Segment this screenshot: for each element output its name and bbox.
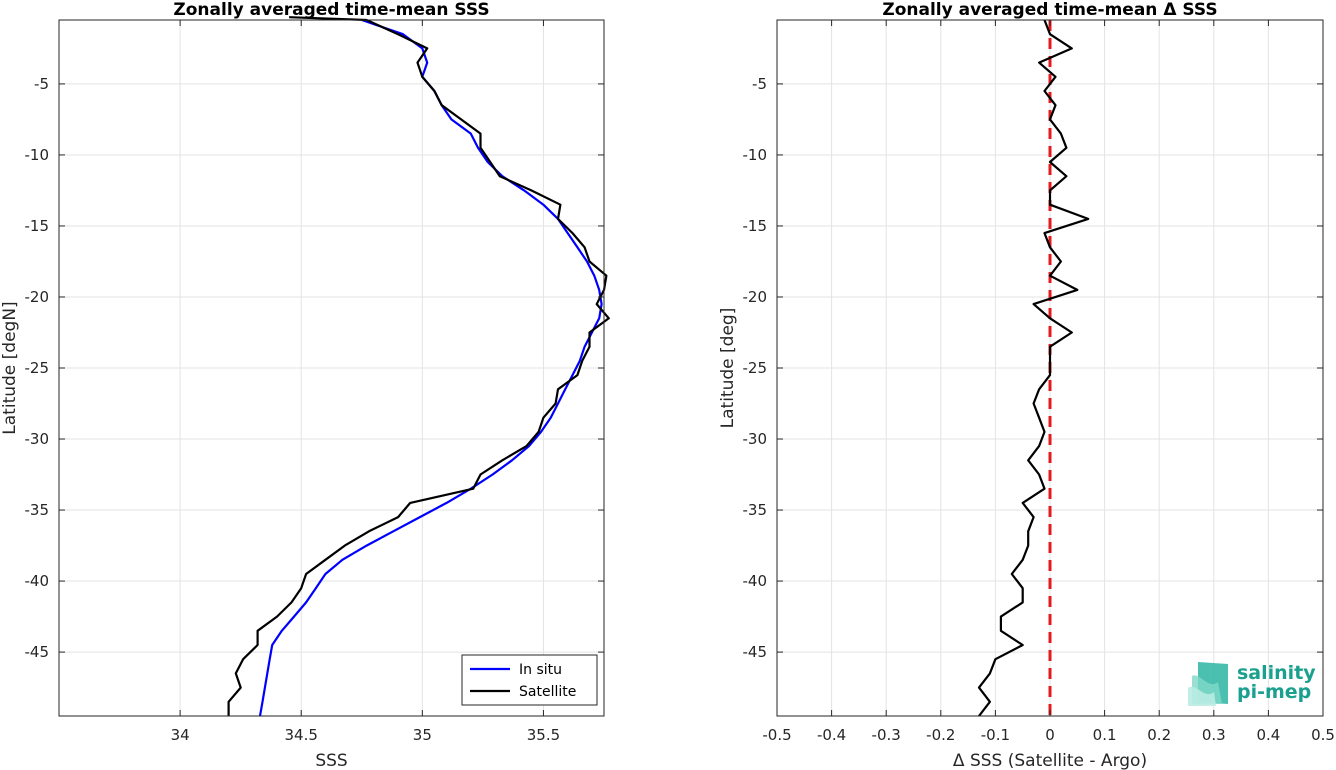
dsss-x-tick-label: -0.3 bbox=[872, 726, 901, 744]
sss-x-tick-label: 34.5 bbox=[285, 726, 318, 744]
sss-y-axis-label: Latitude [degN] bbox=[0, 301, 20, 434]
dsss-x-axis-label: Δ SSS (Satellite - Argo) bbox=[953, 751, 1147, 770]
dsss-y-axis-label: Latitude [deg] bbox=[718, 308, 738, 429]
sss-y-tick-label: -40 bbox=[25, 572, 50, 590]
sss-series-in-situ-line bbox=[258, 18, 603, 717]
dsss-y-tick-label: -30 bbox=[743, 430, 768, 448]
dsss-y-tick-label: -20 bbox=[743, 288, 768, 306]
sss-y-tick-label: -5 bbox=[34, 75, 49, 93]
dsss-y-tick-label: -40 bbox=[743, 572, 768, 590]
sss-chart-title: Zonally averaged time-mean SSS bbox=[173, 0, 489, 20]
delta-sss-panel: -0.5 -0.4 -0.3 -0.2 -0.1 0 0.1 0.2 0.3 0.4 0.5 -5 -1… bbox=[718, 0, 1335, 770]
sss-x-tick-label: 34 bbox=[171, 726, 190, 744]
sss-legend-label: Satellite bbox=[519, 684, 576, 700]
sss-y-tick-label: -35 bbox=[25, 501, 50, 519]
sss-y-tick-label: -45 bbox=[25, 643, 50, 661]
logo-waves-icon bbox=[1188, 662, 1228, 706]
dsss-x-tick-label: 0.1 bbox=[1093, 726, 1117, 744]
dsss-chart-title: Zonally averaged time-mean Δ SSS bbox=[882, 0, 1217, 20]
salinity-pi-mep-logo: salinity pi-mep bbox=[1188, 662, 1316, 706]
dsss-x-tick-label: -0.5 bbox=[762, 726, 791, 744]
dsss-x-tick-label: 0.3 bbox=[1202, 726, 1226, 744]
dsss-series-delta-line bbox=[977, 19, 1090, 717]
dsss-x-tick-label: -0.1 bbox=[981, 726, 1010, 744]
dsss-x-tick-label: -0.2 bbox=[926, 726, 955, 744]
sss-y-tick-label: -30 bbox=[25, 430, 50, 448]
dsss-y-tick-label: -45 bbox=[743, 643, 768, 661]
logo-line2: pi-mep bbox=[1237, 681, 1311, 703]
dsss-x-tick-label: -0.4 bbox=[817, 726, 846, 744]
sss-y-tick-label: -15 bbox=[25, 217, 50, 235]
dsss-x-tick-label: 0.5 bbox=[1311, 726, 1335, 744]
sss-x-tick-label: 35 bbox=[413, 726, 432, 744]
sss-x-tick-label: 35.5 bbox=[527, 726, 560, 744]
dsss-y-tick-label: -5 bbox=[752, 75, 767, 93]
sss-y-tick-label: -20 bbox=[25, 288, 50, 306]
dsss-x-tick-label: 0 bbox=[1045, 726, 1055, 744]
dsss-y-tick-label: -10 bbox=[743, 146, 768, 164]
sss-x-axis-label: SSS bbox=[315, 751, 347, 770]
dsss-x-tick-label: 0.4 bbox=[1256, 726, 1280, 744]
dsss-x-tick-label: 0.2 bbox=[1147, 726, 1171, 744]
dsss-y-tick-label: -15 bbox=[743, 217, 768, 235]
sss-legend-label: In situ bbox=[519, 662, 562, 678]
logo-line1: salinity bbox=[1237, 662, 1316, 684]
sss-y-tick-label: -25 bbox=[25, 359, 50, 377]
sss-series-satellite-line bbox=[227, 16, 610, 716]
dsss-y-tick-label: -35 bbox=[743, 501, 768, 519]
sss-legend-box bbox=[461, 654, 598, 706]
sss-profile-panel: 34 34.5 35 35.5 -5 -10 -15 -20 -25 -30 -35 -40 -45 Zo… bbox=[0, 0, 610, 770]
dsss-y-tick-label: -25 bbox=[743, 359, 768, 377]
sss-legend: In situ Satellite bbox=[461, 654, 598, 706]
sss-y-tick-label: -10 bbox=[25, 146, 50, 164]
